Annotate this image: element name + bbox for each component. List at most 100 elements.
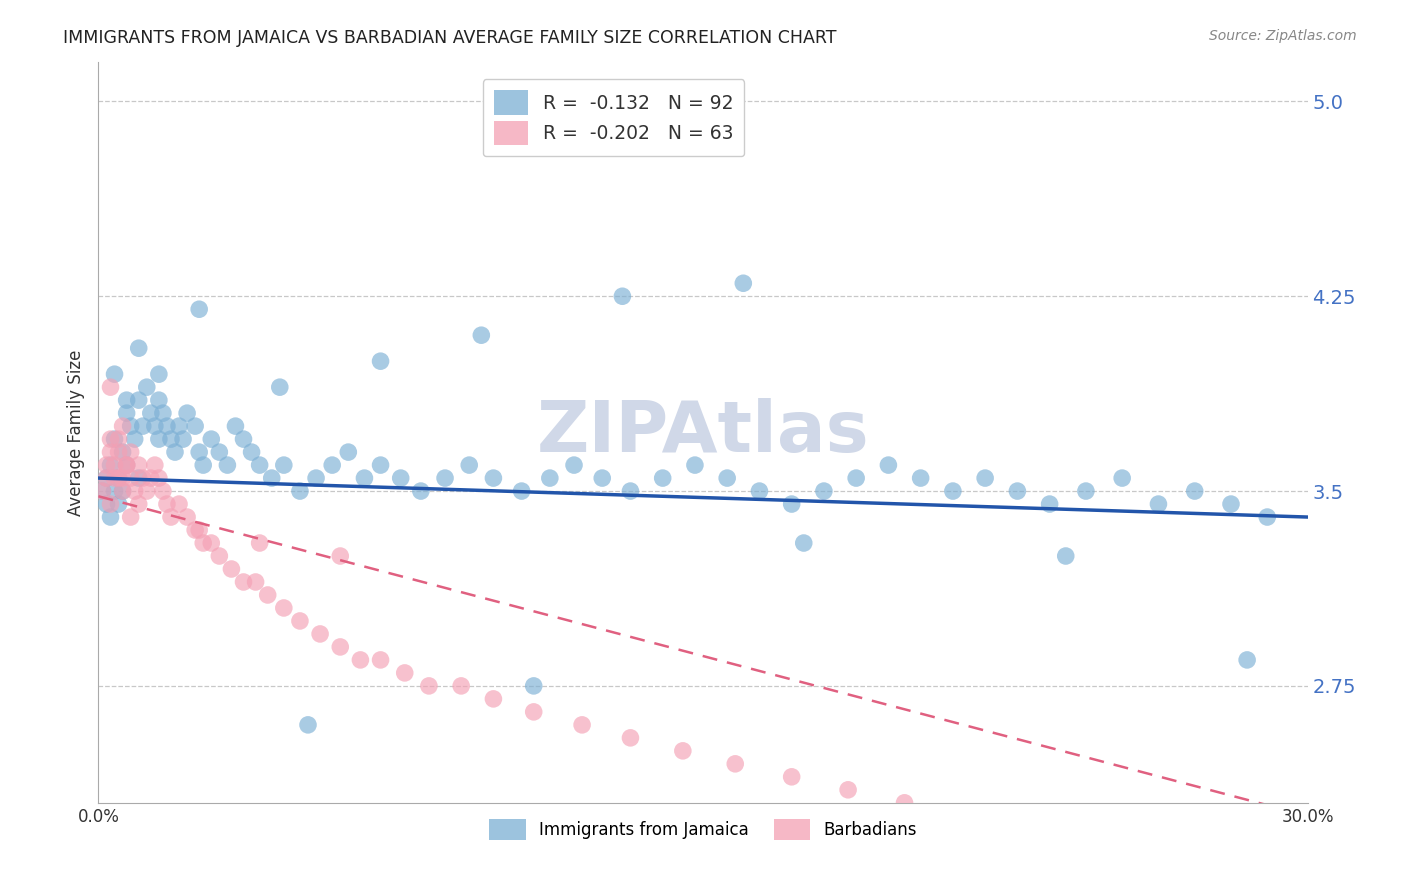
Point — [942, 484, 965, 499]
Point — [184, 523, 207, 537]
Point — [160, 510, 183, 524]
Point — [103, 432, 125, 446]
Point — [837, 782, 859, 797]
Point — [217, 458, 239, 472]
Point — [482, 692, 505, 706]
Point — [128, 341, 150, 355]
Point — [845, 471, 868, 485]
Point — [111, 484, 134, 499]
Point — [143, 419, 166, 434]
Point — [321, 458, 343, 472]
Point — [193, 536, 215, 550]
Point — [249, 458, 271, 472]
Point — [176, 510, 198, 524]
Point — [482, 471, 505, 485]
Point — [305, 471, 328, 485]
Point — [100, 458, 122, 472]
Point — [107, 445, 129, 459]
Point — [107, 471, 129, 485]
Point — [135, 380, 157, 394]
Point — [288, 484, 311, 499]
Point — [200, 536, 222, 550]
Legend: Immigrants from Jamaica, Barbadians: Immigrants from Jamaica, Barbadians — [482, 813, 924, 847]
Point — [148, 471, 170, 485]
Point — [148, 432, 170, 446]
Point — [724, 756, 747, 771]
Point — [733, 277, 755, 291]
Point — [562, 458, 585, 472]
Point — [389, 471, 412, 485]
Point — [1256, 510, 1278, 524]
Point — [124, 484, 146, 499]
Point — [813, 484, 835, 499]
Point — [974, 471, 997, 485]
Point — [370, 354, 392, 368]
Point — [716, 471, 738, 485]
Point — [96, 471, 118, 485]
Point — [200, 432, 222, 446]
Point — [208, 549, 231, 563]
Point — [1111, 471, 1133, 485]
Point — [100, 432, 122, 446]
Point — [188, 445, 211, 459]
Point — [619, 484, 641, 499]
Point — [349, 653, 371, 667]
Point — [124, 432, 146, 446]
Point — [107, 471, 129, 485]
Point — [128, 471, 150, 485]
Point — [103, 471, 125, 485]
Point — [269, 380, 291, 394]
Point — [256, 588, 278, 602]
Point — [91, 484, 114, 499]
Point — [910, 471, 932, 485]
Point — [683, 458, 706, 472]
Point — [337, 445, 360, 459]
Point — [297, 718, 319, 732]
Point — [1007, 484, 1029, 499]
Point — [273, 601, 295, 615]
Point — [120, 445, 142, 459]
Point — [260, 471, 283, 485]
Point — [221, 562, 243, 576]
Point — [1220, 497, 1243, 511]
Point — [245, 574, 267, 589]
Point — [176, 406, 198, 420]
Point — [103, 367, 125, 381]
Point — [148, 367, 170, 381]
Point — [510, 484, 533, 499]
Point — [309, 627, 332, 641]
Point — [103, 458, 125, 472]
Point — [370, 458, 392, 472]
Point — [148, 393, 170, 408]
Point — [538, 471, 561, 485]
Point — [591, 471, 613, 485]
Point — [780, 770, 803, 784]
Point — [184, 419, 207, 434]
Point — [135, 484, 157, 499]
Point — [120, 419, 142, 434]
Point — [394, 665, 416, 680]
Point — [793, 536, 815, 550]
Point — [160, 432, 183, 446]
Point — [748, 484, 770, 499]
Point — [353, 471, 375, 485]
Point — [91, 484, 114, 499]
Point — [1184, 484, 1206, 499]
Text: IMMIGRANTS FROM JAMAICA VS BARBADIAN AVERAGE FAMILY SIZE CORRELATION CHART: IMMIGRANTS FROM JAMAICA VS BARBADIAN AVE… — [63, 29, 837, 46]
Point — [96, 458, 118, 472]
Point — [128, 497, 150, 511]
Point — [523, 705, 546, 719]
Point — [143, 458, 166, 472]
Point — [188, 302, 211, 317]
Point — [139, 471, 162, 485]
Point — [1074, 484, 1097, 499]
Point — [128, 393, 150, 408]
Point — [450, 679, 472, 693]
Point — [115, 393, 138, 408]
Point — [434, 471, 457, 485]
Point — [156, 419, 179, 434]
Text: Source: ZipAtlas.com: Source: ZipAtlas.com — [1209, 29, 1357, 43]
Point — [152, 406, 174, 420]
Point — [188, 523, 211, 537]
Point — [115, 458, 138, 472]
